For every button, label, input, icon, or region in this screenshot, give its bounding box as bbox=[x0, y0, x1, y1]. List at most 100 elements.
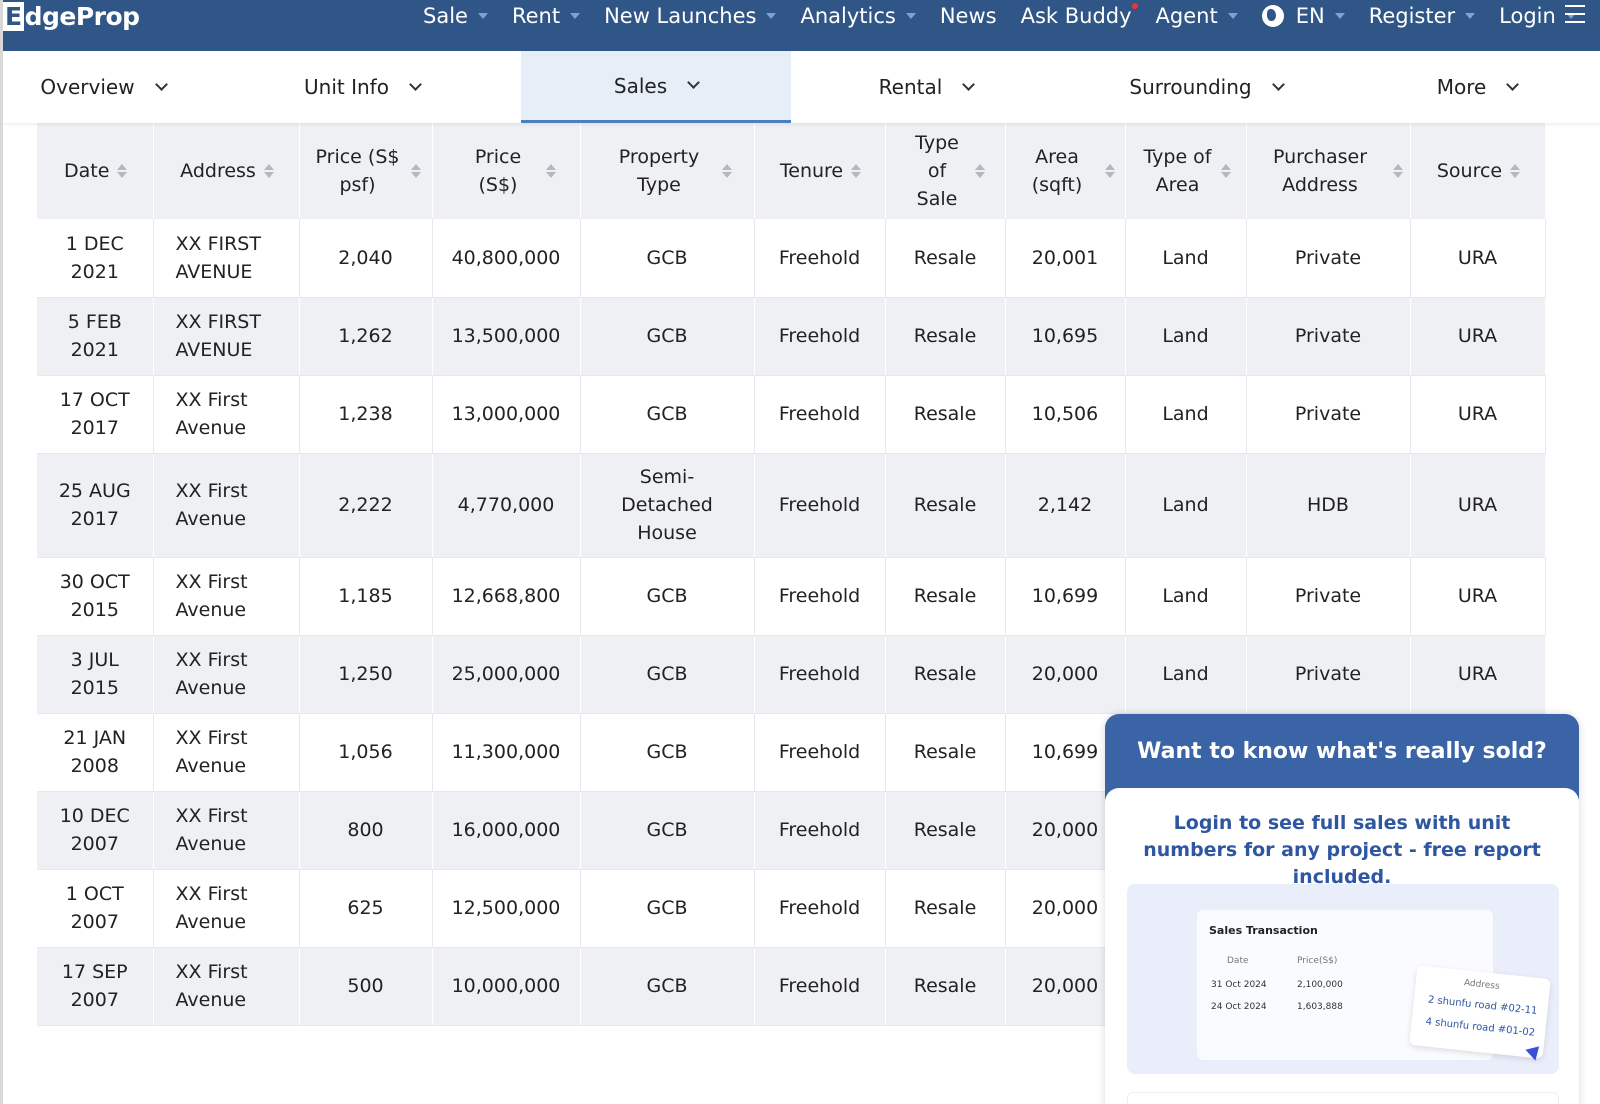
column-header-date[interactable]: Date bbox=[37, 123, 154, 219]
sort-icon[interactable] bbox=[722, 164, 732, 178]
cell-type-of-sale: Resale bbox=[885, 453, 1006, 558]
column-header-address[interactable]: Address bbox=[153, 123, 300, 219]
tab-rental[interactable]: Rental bbox=[791, 51, 1061, 123]
column-header-property-type[interactable]: Property Type bbox=[580, 123, 755, 219]
cell-tenure: Freehold bbox=[754, 557, 886, 636]
cell-price: 40,800,000 bbox=[432, 219, 581, 298]
cell-area: 10,695 bbox=[1005, 297, 1126, 376]
column-header-area[interactable]: Area (sqft) bbox=[1005, 123, 1126, 219]
sort-icon[interactable] bbox=[975, 164, 985, 178]
cell-price: 11,300,000 bbox=[432, 713, 581, 792]
chevron-down-icon bbox=[570, 13, 581, 19]
sort-icon[interactable] bbox=[1510, 164, 1521, 179]
sort-icon[interactable] bbox=[1105, 164, 1115, 178]
cell-price-psf: 2,222 bbox=[299, 453, 433, 558]
cell-property-type: GCB bbox=[580, 713, 755, 792]
cell-property-type: Semi-Detached House bbox=[580, 453, 755, 558]
cell-property-type: GCB bbox=[580, 947, 755, 1026]
cell-price-psf: 625 bbox=[299, 869, 433, 948]
cell-price-psf: 1,262 bbox=[299, 297, 433, 376]
cell-price-psf: 1,185 bbox=[299, 557, 433, 636]
nav-item-rent[interactable]: Rent bbox=[512, 4, 581, 28]
login-promo-popup[interactable]: Want to know what's really sold? Login t… bbox=[1105, 714, 1579, 1104]
nav-item-new-launches[interactable]: New Launches bbox=[604, 4, 777, 28]
tab-sales[interactable]: Sales bbox=[521, 51, 791, 123]
nav-item-news[interactable]: News bbox=[939, 4, 997, 28]
nav-item-sale[interactable]: Sale bbox=[423, 4, 488, 28]
cell-source: URA bbox=[1410, 375, 1546, 454]
register-link[interactable]: Register bbox=[1369, 4, 1476, 28]
sort-icon[interactable] bbox=[410, 164, 421, 178]
tab-unit-info[interactable]: Unit Info bbox=[203, 51, 521, 123]
cell-price-psf: 1,238 bbox=[299, 375, 433, 454]
card-address: 4 shunfu road #01-02 bbox=[1425, 1016, 1536, 1039]
column-header-source[interactable]: Source bbox=[1410, 123, 1546, 219]
card-price: 1,603,888 bbox=[1297, 1002, 1343, 1012]
column-header-price[interactable]: Price (S$) bbox=[432, 123, 581, 219]
cell-area: 10,699 bbox=[1005, 557, 1126, 636]
sort-icon[interactable] bbox=[1393, 164, 1403, 178]
nav-item-agent[interactable]: Agent bbox=[1156, 4, 1238, 28]
nav-item-ask-buddy[interactable]: Ask Buddy bbox=[1021, 3, 1138, 28]
sales-preview-illustration: Sales Transaction Date Price(S$) 31 Oct … bbox=[1127, 884, 1559, 1074]
cell-property-type: GCB bbox=[580, 791, 755, 870]
column-header-type-of-area[interactable]: Type of Area bbox=[1125, 123, 1247, 219]
section-tabs: Overview Unit Info Sales Rental Surround… bbox=[3, 51, 1600, 123]
nav-item-analytics[interactable]: Analytics bbox=[800, 4, 916, 28]
tab-surrounding[interactable]: Surrounding bbox=[1061, 51, 1351, 123]
tab-overview[interactable]: Overview bbox=[3, 51, 203, 123]
table-row: 25 AUG 2017 XX First Avenue 2,222 4,770,000… bbox=[37, 453, 1546, 558]
language-selector[interactable]: EN bbox=[1261, 4, 1345, 28]
table-header-row: Date Address Price (S$ psf) Price (S$) Prope… bbox=[37, 123, 1546, 219]
cell-area: 10,506 bbox=[1005, 375, 1126, 454]
pointer-cursor-icon bbox=[1525, 1046, 1543, 1063]
cell-address: XX First Avenue bbox=[153, 453, 300, 558]
cell-price-psf: 500 bbox=[299, 947, 433, 1026]
promo-subtitle[interactable]: Login to see full sales with unit number… bbox=[1143, 812, 1541, 888]
cell-type-of-sale: Resale bbox=[885, 375, 1006, 454]
cell-date: 1 OCT 2007 bbox=[37, 869, 154, 948]
cell-source: URA bbox=[1410, 453, 1546, 558]
sales-transaction-card: Sales Transaction Date Price(S$) 31 Oct … bbox=[1197, 910, 1551, 1063]
tab-more[interactable]: More bbox=[1351, 51, 1600, 123]
column-header-type-of-sale[interactable]: Type of Sale bbox=[885, 123, 1006, 219]
column-header-tenure[interactable]: Tenure bbox=[754, 123, 886, 219]
table-row: 30 OCT 2015 XX First Avenue 1,185 12,668,80… bbox=[37, 557, 1546, 636]
cell-tenure: Freehold bbox=[754, 453, 886, 558]
cell-source: URA bbox=[1410, 297, 1546, 376]
column-header-purchaser-address[interactable]: Purchaser Address bbox=[1246, 123, 1411, 219]
login-link[interactable]: Login bbox=[1499, 4, 1576, 28]
cell-source: URA bbox=[1410, 219, 1546, 298]
cell-price: 16,000,000 bbox=[432, 791, 581, 870]
cell-date: 5 FEB 2021 bbox=[37, 297, 154, 376]
cell-price-psf: 1,056 bbox=[299, 713, 433, 792]
table-row: 17 SEP 2007 XX First Avenue 500 10,000,000 G… bbox=[37, 947, 1546, 1026]
sort-icon[interactable] bbox=[851, 164, 862, 179]
column-header-price-psf[interactable]: Price (S$ psf) bbox=[299, 123, 433, 219]
sort-icon[interactable] bbox=[263, 164, 274, 179]
cell-price: 10,000,000 bbox=[432, 947, 581, 1026]
cell-address: XX First Avenue bbox=[153, 947, 300, 1026]
cell-type-of-sale: Resale bbox=[885, 219, 1006, 298]
globe-icon bbox=[1261, 5, 1284, 27]
sort-icon[interactable] bbox=[1220, 164, 1231, 178]
sort-icon[interactable] bbox=[546, 164, 556, 178]
promo-title: Want to know what's really sold? bbox=[1137, 738, 1547, 764]
cell-tenure: Freehold bbox=[754, 297, 886, 376]
hamburger-menu-icon[interactable] bbox=[1565, 5, 1585, 29]
cell-type-of-area: Land bbox=[1125, 557, 1247, 636]
chevron-down-icon bbox=[687, 76, 700, 89]
chevron-down-icon bbox=[962, 77, 976, 91]
cell-type-of-area: Land bbox=[1125, 453, 1247, 558]
sales-transactions-table: Date Address Price (S$ psf) Price (S$) Prope… bbox=[37, 123, 1546, 1026]
cell-purchaser-address: Private bbox=[1246, 635, 1411, 714]
cell-source: URA bbox=[1410, 557, 1546, 636]
sort-icon[interactable] bbox=[117, 164, 128, 179]
promo-bottom-panel bbox=[1127, 1092, 1559, 1104]
cell-address: XX First Avenue bbox=[153, 869, 300, 948]
table-row: 17 OCT 2017 XX First Avenue 1,238 13,000,00… bbox=[37, 375, 1546, 454]
nav-menu: Sale Rent New Launches Analytics News As… bbox=[423, 0, 1600, 32]
cell-type-of-area: Land bbox=[1125, 375, 1247, 454]
